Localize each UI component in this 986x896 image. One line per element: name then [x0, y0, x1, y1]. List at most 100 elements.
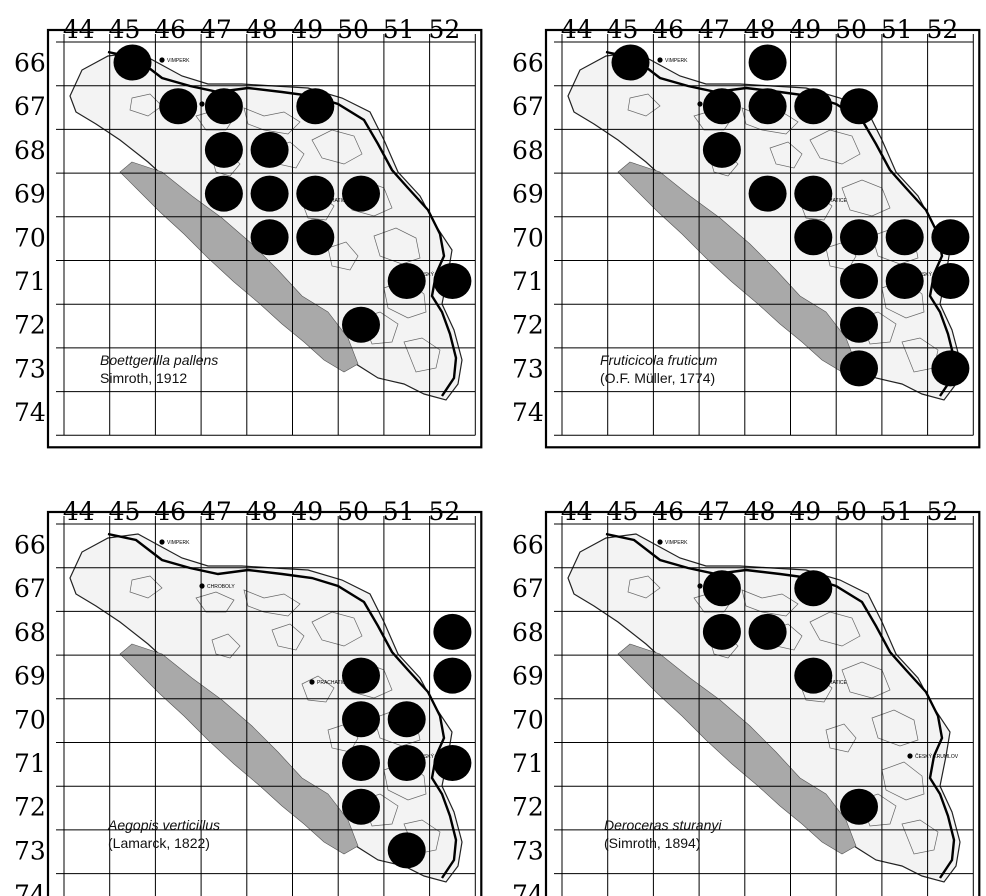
river-line [605, 532, 956, 879]
species-record-dot [840, 788, 878, 825]
forest-area [617, 643, 857, 855]
species-record-dot [931, 350, 970, 387]
river-line [107, 532, 458, 879]
column-number: 48 [744, 15, 776, 44]
species-record-dot [204, 175, 243, 212]
row-number: 68 [512, 136, 544, 165]
row-number: 69 [14, 180, 46, 209]
species-name: Boettgerilla pallens [100, 352, 218, 368]
town-label: PRACHATICE [815, 680, 848, 686]
row-number: 71 [512, 749, 544, 778]
column-number: 46 [154, 497, 186, 526]
species-record-dot [387, 701, 426, 738]
column-number: 47 [698, 497, 730, 526]
column-number: 45 [607, 497, 639, 526]
map-frame [46, 28, 483, 449]
contour-line [311, 129, 363, 165]
species-record-dot [250, 219, 289, 256]
map-frame [46, 510, 483, 896]
column-number: 52 [926, 497, 958, 526]
column-number: 50 [337, 15, 369, 44]
species-record-dot [794, 88, 833, 125]
row-number: 71 [14, 749, 46, 778]
species-record-dot [342, 701, 380, 738]
species-record-dot [342, 657, 380, 694]
column-number: 51 [881, 15, 913, 44]
species-record-dot [931, 219, 970, 256]
species-author: (Simroth, 1894) [604, 835, 700, 851]
forest-area [617, 161, 857, 373]
forest-area [119, 161, 359, 373]
species-record-dot [113, 44, 152, 81]
row-number: 71 [14, 267, 46, 296]
column-number: 52 [428, 15, 460, 44]
column-number: 44 [561, 15, 593, 44]
contour-line [841, 661, 891, 699]
contour-line [243, 589, 301, 617]
species-record-dot [433, 657, 472, 694]
column-number: 50 [835, 15, 867, 44]
row-number: 67 [512, 574, 544, 603]
town-label: ČESKÝ KRUMLOV [915, 753, 959, 760]
species-record-dot [433, 613, 472, 650]
species-record-dot [702, 570, 741, 607]
row-number: 67 [14, 92, 46, 121]
column-number: 48 [246, 497, 278, 526]
town-label: PRACHATICE [317, 198, 350, 204]
column-number: 51 [881, 497, 913, 526]
species-author: Simroth, 1912 [100, 370, 187, 386]
column-number: 46 [652, 497, 684, 526]
row-number: 69 [512, 180, 544, 209]
town-label: VIMPERK [665, 58, 688, 64]
contour-line [769, 141, 803, 169]
town-dot [657, 57, 663, 63]
column-number: 51 [383, 497, 415, 526]
species-author: (O.F. Müller, 1774) [600, 370, 715, 386]
contour-line [841, 179, 891, 217]
forest-area [119, 643, 359, 855]
contour-line [271, 623, 305, 651]
column-number: 46 [154, 15, 186, 44]
species-record-dot [794, 175, 833, 212]
species-author: (Lamarck, 1822) [108, 835, 210, 851]
row-number: 72 [14, 311, 46, 340]
species-record-dot [433, 745, 472, 781]
contour-line [373, 227, 421, 265]
species-record-dot [885, 219, 924, 256]
species-record-dot [702, 613, 741, 650]
species-record-dot [250, 175, 289, 212]
town-dot [159, 539, 165, 545]
row-number: 66 [14, 49, 46, 78]
column-number: 49 [789, 15, 821, 44]
row-number: 73 [14, 836, 46, 865]
column-number: 48 [246, 15, 278, 44]
contour-line [881, 761, 925, 801]
species-record-dot [204, 88, 243, 125]
town-dot [199, 101, 205, 107]
row-number: 69 [14, 662, 46, 691]
species-name: Deroceras sturanyi [604, 817, 722, 833]
contour-line [327, 241, 359, 271]
column-number: 45 [109, 15, 141, 44]
row-number: 68 [14, 618, 46, 647]
contour-line [403, 337, 441, 373]
species-record-dot [387, 745, 426, 781]
species-record-dot [840, 88, 878, 125]
species-record-dot [702, 131, 741, 168]
species-record-dot [748, 88, 787, 125]
species-record-dot [387, 832, 426, 869]
row-number: 71 [512, 267, 544, 296]
species-record-dot [794, 657, 833, 694]
town-label: VIMPERK [167, 540, 190, 546]
contour-line [301, 675, 335, 703]
row-number: 72 [512, 793, 544, 822]
row-number: 70 [512, 223, 544, 252]
row-number: 70 [14, 705, 46, 734]
row-number: 74 [14, 398, 46, 427]
row-number: 74 [14, 880, 46, 896]
row-number: 69 [512, 662, 544, 691]
species-record-dot [702, 88, 741, 125]
